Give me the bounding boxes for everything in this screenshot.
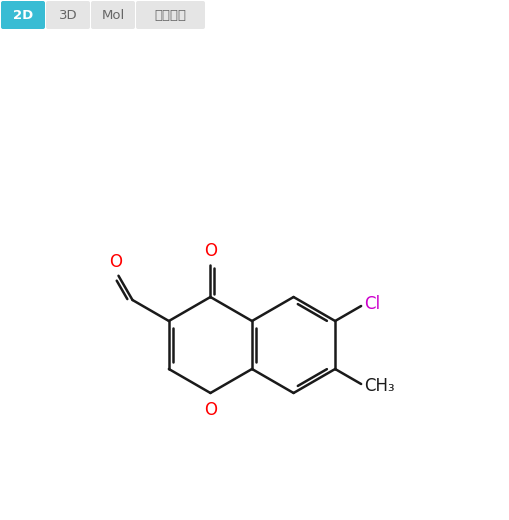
- Text: 2D: 2D: [13, 8, 33, 21]
- Text: Cl: Cl: [363, 295, 380, 313]
- Text: O: O: [109, 253, 122, 271]
- Text: O: O: [204, 401, 216, 419]
- FancyBboxPatch shape: [91, 1, 135, 29]
- FancyBboxPatch shape: [46, 1, 90, 29]
- Text: 3D: 3D: [59, 8, 77, 21]
- FancyBboxPatch shape: [136, 1, 205, 29]
- Text: CH₃: CH₃: [363, 377, 394, 395]
- Text: Mol: Mol: [101, 8, 124, 21]
- FancyBboxPatch shape: [1, 1, 45, 29]
- Text: O: O: [204, 242, 216, 260]
- Text: 相似结构: 相似结构: [154, 8, 186, 21]
